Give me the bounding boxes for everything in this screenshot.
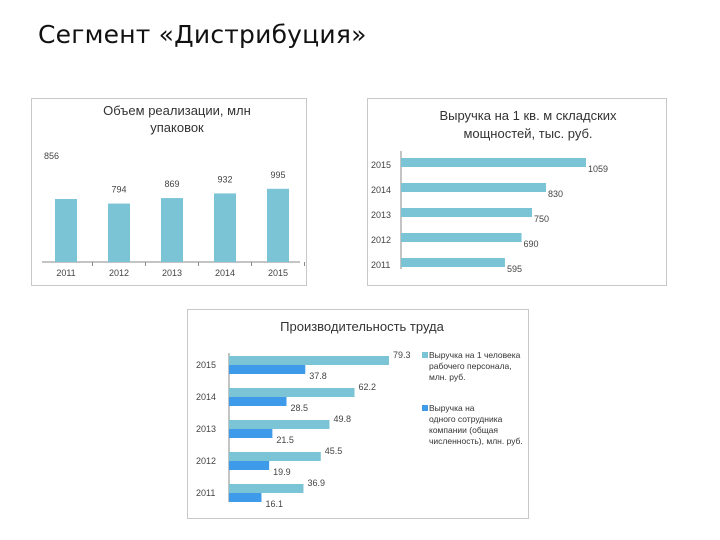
y-tick-label: 2013 — [371, 210, 391, 220]
revenue-per-sqm-chart: Выручка на 1 кв. м складских мощностей, т… — [371, 108, 617, 274]
x-tick-label: 2015 — [268, 268, 288, 278]
chart-title: Выручка на 1 кв. м складских — [439, 108, 617, 123]
data-label: 21.5 — [276, 435, 294, 445]
data-label: 62.2 — [358, 382, 376, 392]
legend-label: рабочего персонала, — [429, 361, 512, 371]
data-label: 19.9 — [273, 467, 291, 477]
data-label: 37.8 — [309, 371, 327, 381]
bar — [229, 452, 321, 461]
y-tick-label: 2015 — [371, 160, 391, 170]
y-tick-label: 2011 — [196, 488, 215, 498]
legend-swatch — [422, 352, 428, 358]
bar — [401, 158, 586, 167]
y-tick-label: 2013 — [196, 424, 216, 434]
y-tick-label: 2011 — [371, 260, 390, 270]
bar — [229, 388, 355, 397]
legend-swatch — [422, 405, 428, 411]
chart-title: Объем реализации, млн — [103, 103, 251, 118]
legend-label: компании (общая — [429, 425, 498, 435]
bar — [401, 208, 533, 217]
data-label: 16.1 — [265, 499, 283, 509]
data-label: 794 — [111, 185, 126, 195]
sales-volume-chart-panel: Объем реализации, млн упаковок 856 2011 794 2… — [31, 98, 307, 286]
labor-productivity-chart-panel: Производительность труда 2015 79.3 37.8 2014… — [187, 309, 529, 519]
bar — [229, 365, 306, 374]
x-tick-label: 2011 — [56, 268, 75, 278]
bar — [229, 397, 287, 406]
bar — [267, 188, 289, 262]
bar — [214, 193, 236, 262]
bar — [108, 203, 130, 262]
data-label: 830 — [548, 189, 563, 199]
y-tick-label: 2014 — [196, 392, 216, 402]
bar — [229, 356, 389, 365]
bar — [229, 420, 330, 429]
chart-title: Производительность труда — [280, 319, 444, 334]
bar — [401, 233, 522, 242]
data-label: 690 — [524, 239, 539, 249]
y-tick-label: 2012 — [371, 235, 391, 245]
legend-label: млн. руб. — [429, 372, 465, 382]
data-label: 595 — [507, 264, 522, 274]
bar — [229, 429, 273, 438]
x-tick-label: 2013 — [162, 268, 182, 278]
data-label: 750 — [534, 214, 549, 224]
data-label: 45.5 — [325, 446, 343, 456]
chart-title: упаковок — [150, 120, 204, 135]
x-tick-label: 2012 — [109, 268, 129, 278]
legend-label: Выручка на 1 человека — [429, 350, 521, 360]
bar — [55, 199, 77, 262]
data-label: 28.5 — [291, 403, 309, 413]
data-label: 932 — [217, 174, 232, 184]
y-tick-label: 2012 — [196, 456, 216, 466]
data-label: 1059 — [588, 164, 608, 174]
bar — [229, 461, 270, 470]
y-tick-label: 2015 — [196, 360, 216, 370]
revenue-per-sqm-chart-panel: Выручка на 1 кв. м складских мощностей, т… — [367, 98, 667, 286]
legend-label: Выручка на — [429, 403, 475, 413]
data-label: 49.8 — [333, 414, 351, 424]
data-label: 856 — [44, 151, 59, 161]
data-label: 79.3 — [393, 350, 411, 360]
data-label: 995 — [270, 170, 285, 180]
legend-label: одного сотрудника — [429, 414, 503, 424]
data-label: 869 — [164, 179, 179, 189]
labor-productivity-chart: Производительность труда 2015 79.3 37.8 2014… — [196, 319, 523, 509]
legend-label: численность), млн. руб. — [429, 436, 523, 446]
bar — [229, 493, 262, 502]
bar — [161, 198, 183, 262]
sales-volume-chart: Объем реализации, млн упаковок 856 2011 794 2… — [42, 103, 305, 278]
bar — [401, 183, 546, 192]
slide-title: Сегмент «Дистрибуция» — [38, 20, 367, 49]
x-tick-label: 2014 — [215, 268, 235, 278]
y-tick-label: 2014 — [371, 185, 391, 195]
chart-title: мощностей, тыс. руб. — [463, 126, 592, 141]
data-label: 36.9 — [307, 478, 325, 488]
bar — [229, 484, 304, 493]
bar — [401, 258, 505, 267]
